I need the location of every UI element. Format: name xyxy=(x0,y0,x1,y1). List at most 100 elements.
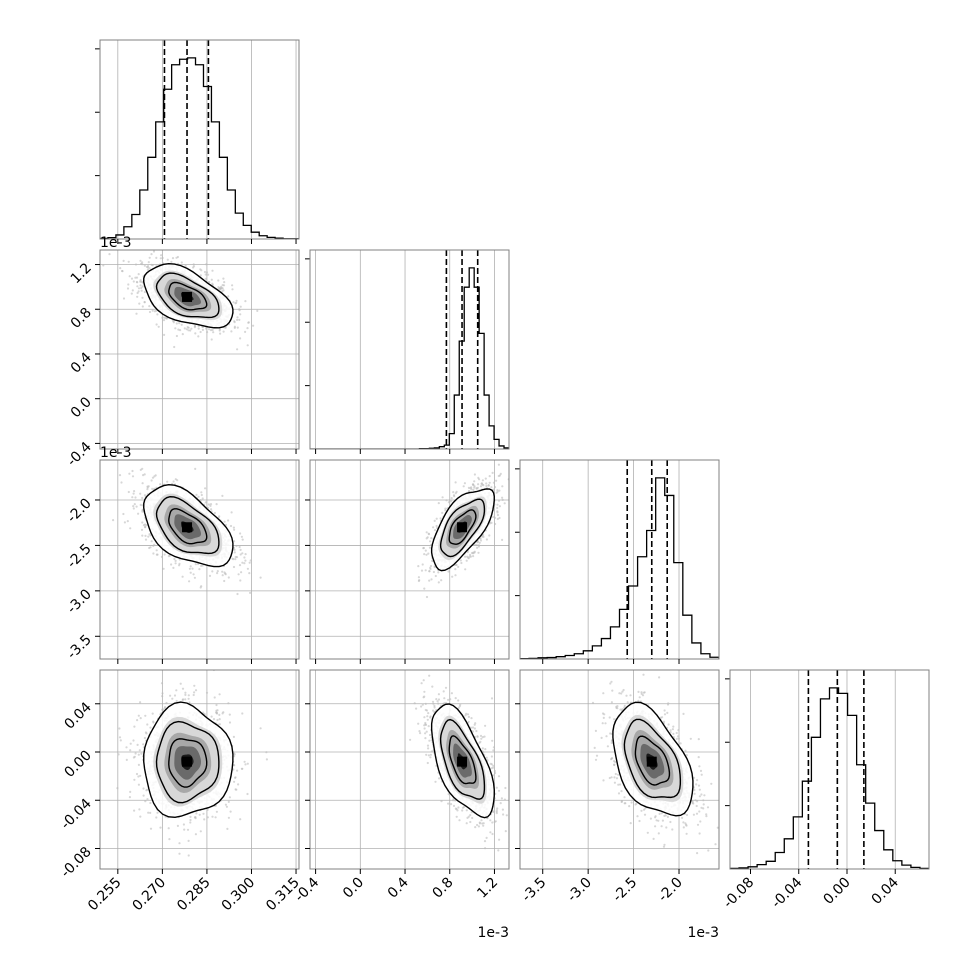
scatter-point xyxy=(238,545,241,549)
scatter-point xyxy=(137,290,140,293)
scatter-point xyxy=(131,289,134,292)
scatter-point xyxy=(223,520,226,523)
scatter-point xyxy=(229,810,232,813)
scatter-point xyxy=(204,501,207,504)
scatter-point xyxy=(136,285,139,288)
scatter-point xyxy=(477,483,480,486)
scatter-point xyxy=(425,531,428,534)
scatter-point xyxy=(239,548,242,552)
scatter-point xyxy=(212,331,215,334)
scatter-point xyxy=(454,574,457,577)
scatter-point xyxy=(183,327,186,330)
contour-line xyxy=(439,498,486,558)
scatter-point xyxy=(472,483,475,487)
scatter-point xyxy=(151,309,154,312)
scatter-point xyxy=(144,525,147,529)
scatter-point xyxy=(239,553,242,556)
density-peak xyxy=(457,522,468,533)
scatter-point xyxy=(177,328,180,331)
scatter-point xyxy=(469,553,472,557)
scatter-point xyxy=(496,517,499,521)
scatter-point xyxy=(230,511,233,514)
scatter-point xyxy=(175,256,178,259)
scatter-point xyxy=(478,478,481,481)
scatter-point xyxy=(209,329,213,332)
scatter-point xyxy=(189,329,192,332)
scatter-point xyxy=(212,718,216,721)
scatter-point xyxy=(244,553,247,556)
scatter-point xyxy=(200,269,203,272)
scatter-point xyxy=(462,485,465,488)
scatter-point xyxy=(219,288,222,291)
scatter-point xyxy=(211,282,214,285)
scatter-point xyxy=(131,475,135,478)
scatter-point xyxy=(131,496,134,499)
scatter-point xyxy=(138,302,141,305)
scatter-point xyxy=(455,563,458,567)
scatter-point xyxy=(137,512,140,515)
scatter-point xyxy=(140,289,143,292)
scatter-point xyxy=(130,277,134,280)
scatter-point xyxy=(478,541,481,544)
scatter-point xyxy=(176,824,179,828)
scatter-point xyxy=(200,493,203,497)
scatter-point xyxy=(134,496,137,499)
pair-panel-0-2: -3.5-3.0-2.5-2.0 xyxy=(64,459,300,664)
scatter-point xyxy=(265,751,268,754)
scatter-point xyxy=(476,546,479,549)
scatter-point xyxy=(149,546,152,549)
scatter-point xyxy=(236,592,239,596)
y-tick-label: -2.0 xyxy=(64,495,95,526)
scatter-point xyxy=(417,579,420,583)
scatter-point xyxy=(178,322,181,325)
scatter-point xyxy=(120,481,123,484)
scatter-point xyxy=(128,275,131,278)
scatter-point xyxy=(454,568,457,571)
scatter-point xyxy=(427,552,430,555)
scatter-point xyxy=(501,498,504,501)
scatter-point xyxy=(155,256,158,259)
contour-line xyxy=(143,484,234,568)
scatter-point xyxy=(205,271,209,274)
scatter-point xyxy=(453,495,456,498)
scatter-point xyxy=(208,328,211,331)
scatter-point xyxy=(479,485,483,488)
scatter-point xyxy=(112,519,115,522)
scatter-point xyxy=(186,828,190,831)
scatter-point xyxy=(479,537,482,540)
scatter-point xyxy=(127,283,130,286)
scatter-point xyxy=(216,718,219,722)
scatter-point xyxy=(137,763,140,767)
panel-frame xyxy=(99,249,300,450)
scatter-point xyxy=(135,772,139,776)
scatter-point xyxy=(141,467,144,470)
scatter-point xyxy=(234,555,237,559)
scatter-point xyxy=(195,812,198,815)
scatter-point xyxy=(155,553,158,556)
scatter-point xyxy=(133,503,136,506)
scatter-point xyxy=(460,561,463,565)
scatter-point xyxy=(249,591,252,595)
scatter-point xyxy=(141,521,144,524)
scatter-point xyxy=(233,551,236,554)
scatter-point xyxy=(201,497,204,500)
pair-panel-1-2 xyxy=(305,459,510,664)
scatter-point xyxy=(423,553,426,556)
scatter-point xyxy=(232,301,235,304)
scatter-point xyxy=(135,312,138,315)
scatter-point xyxy=(188,567,191,570)
panel-frame xyxy=(309,459,510,660)
scatter-point xyxy=(144,538,148,541)
scatter-point xyxy=(152,250,156,253)
scatter-point xyxy=(216,572,219,575)
scatter-point xyxy=(452,491,455,494)
scatter-point xyxy=(131,469,134,473)
scatter-point xyxy=(444,507,447,510)
scatter-point xyxy=(163,333,166,336)
scatter-point xyxy=(174,562,177,565)
scatter-point xyxy=(132,739,135,742)
scatter-point xyxy=(217,286,220,289)
panel-frame xyxy=(309,249,510,450)
scatter-point xyxy=(433,519,436,523)
scatter-point xyxy=(215,503,218,506)
